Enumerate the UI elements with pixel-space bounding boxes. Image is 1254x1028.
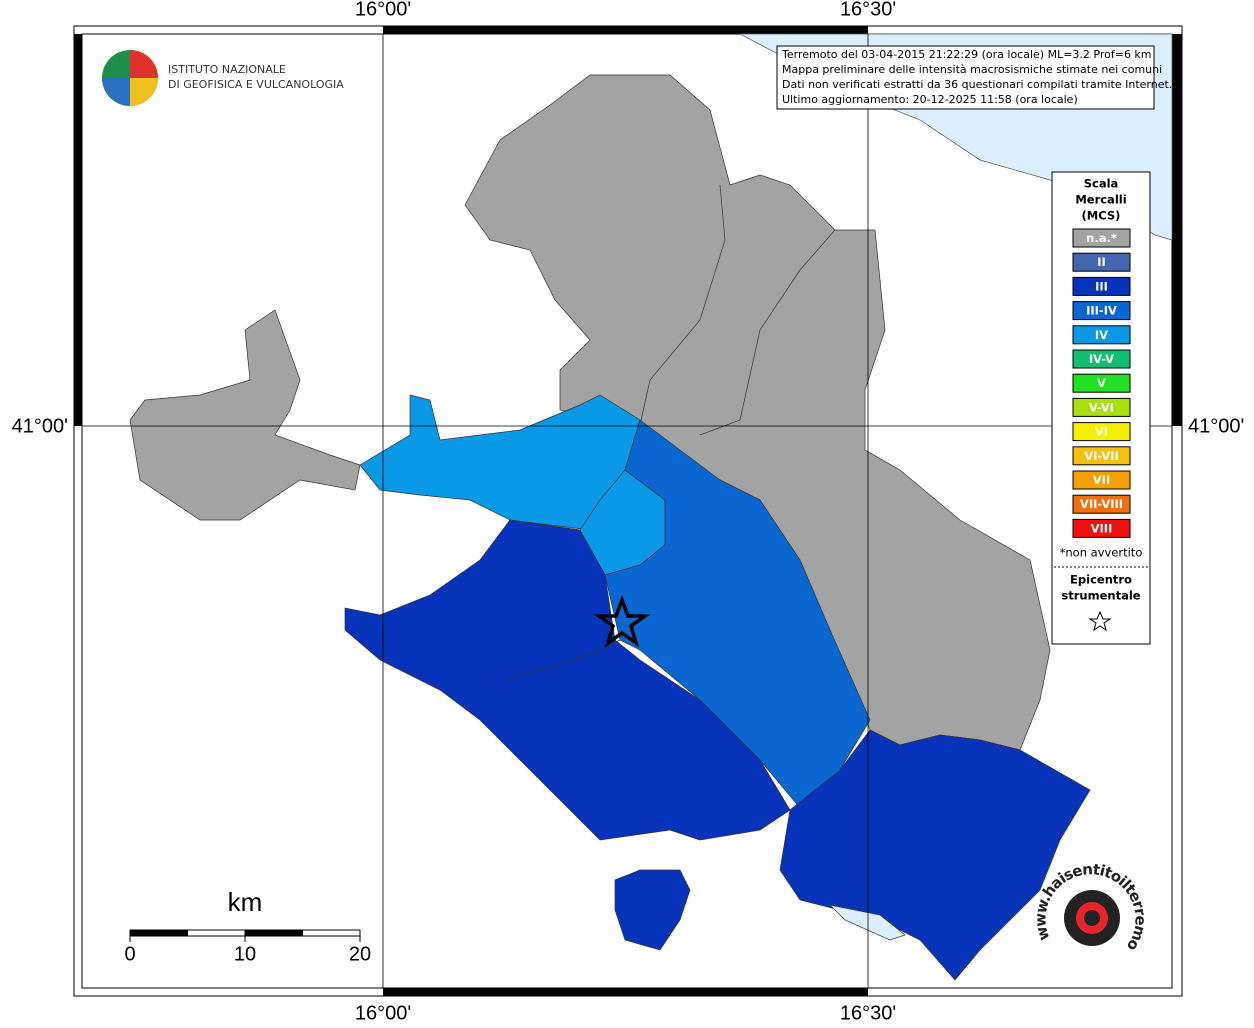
- municipalities: [129, 74, 1091, 981]
- legend-swatch: [1072, 494, 1131, 514]
- legend-label: II: [1097, 255, 1106, 269]
- lon-label: 16°00': [355, 1002, 411, 1024]
- border: [499, 639, 621, 681]
- legend-label: III-IV: [1086, 304, 1117, 318]
- region-na: [464, 74, 1051, 751]
- legend-label: n.a.*: [1086, 231, 1117, 245]
- logo-wedge: [130, 78, 158, 106]
- info-line: Terremoto del 03-04-2015 21:22:29 (ora l…: [781, 48, 1152, 61]
- scale-unit: km: [228, 887, 263, 917]
- legend-title: (MCS): [1082, 209, 1121, 223]
- lake: [828, 904, 906, 941]
- frame-bar: [383, 988, 868, 996]
- lon-label: 16°30': [840, 0, 896, 20]
- lon-label: 16°00': [355, 0, 411, 20]
- frame-bar: [74, 34, 82, 426]
- frame-bar: [1172, 34, 1182, 426]
- scale-segment: [244, 929, 303, 937]
- legend-epicenter: Epicentro: [1070, 573, 1132, 587]
- legend-label: VIII: [1091, 521, 1113, 535]
- scale-segment: [302, 929, 361, 937]
- legend-label: IV: [1095, 328, 1108, 342]
- legend-label: IV-V: [1089, 352, 1114, 366]
- scale-segment: [187, 929, 246, 937]
- legend-label: VII: [1093, 473, 1110, 487]
- logo-text: ISTITUTO NAZIONALE: [168, 63, 286, 76]
- legend-label: V-VI: [1089, 400, 1114, 414]
- scale-label: 20: [349, 943, 371, 965]
- info-lines: Terremoto del 03-04-2015 21:22:29 (ora l…: [781, 48, 1172, 106]
- legend-swatch: [1072, 349, 1131, 369]
- epicenter: [593, 595, 651, 648]
- legend-swatch: [1072, 301, 1131, 321]
- legend-label: III: [1095, 279, 1108, 293]
- legend-label: VII-VIII: [1080, 497, 1123, 511]
- info-line: Mappa preliminare delle intensità macros…: [782, 63, 1162, 76]
- legend: ScalaMercalli(MCS)n.a.*IIIIIIII-IVIVIV-V…: [1072, 177, 1131, 538]
- scale-bar: km 0 10 20: [124, 887, 371, 965]
- legend-title: Mercalli: [1075, 193, 1126, 207]
- legend-swatch: [1072, 422, 1131, 442]
- region-iii: [614, 869, 691, 951]
- legend-swatch: [1072, 446, 1131, 466]
- info-box: [776, 45, 1155, 110]
- logo-wedge: [130, 50, 158, 78]
- legend-swatch: [1072, 228, 1131, 248]
- legend-note: *non avvertito: [1060, 546, 1143, 560]
- legend-swatch: [1072, 325, 1131, 345]
- watermark-icon: [1084, 910, 1100, 926]
- legend-swatch: [1072, 252, 1131, 272]
- region-na: [129, 309, 361, 521]
- legend-swatch: [1072, 373, 1131, 393]
- scale-segment: [129, 929, 188, 937]
- legend-epicenter: strumentale: [1061, 589, 1140, 603]
- legend-swatch: [1072, 470, 1131, 490]
- legend-star: [1088, 610, 1112, 632]
- info-line: Dati non verificati estratti da 36 quest…: [782, 78, 1172, 91]
- border: [699, 229, 836, 436]
- legend-swatch: [1072, 397, 1131, 417]
- lat-label: 41°00': [1188, 415, 1244, 437]
- info-line: Ultimo aggiornamento: 20-12-2025 11:58 (…: [782, 93, 1078, 106]
- border: [639, 184, 726, 426]
- region-iii: [779, 729, 1091, 981]
- logo-wedge: [102, 78, 130, 106]
- legend-label: V: [1097, 376, 1106, 390]
- scale-label: 10: [234, 943, 256, 965]
- logo: ISTITUTO NAZIONALE DI GEOFISICA E VULCAN…: [102, 50, 344, 106]
- legend-title: Scala: [1084, 177, 1119, 191]
- frame-bar: [383, 26, 868, 34]
- legend-label: VI-VII: [1084, 449, 1119, 463]
- region-iii: [344, 519, 791, 841]
- legend-label: VI: [1095, 425, 1108, 439]
- logo-text: DI GEOFISICA E VULCANOLOGIA: [168, 78, 344, 91]
- graticule: [82, 34, 1172, 988]
- lat-label: 41°00': [12, 415, 68, 437]
- legend-swatch: [1072, 276, 1131, 296]
- legend-swatch: [1072, 518, 1131, 538]
- lon-label: 16°30': [840, 1002, 896, 1024]
- scale-label: 0: [124, 943, 135, 965]
